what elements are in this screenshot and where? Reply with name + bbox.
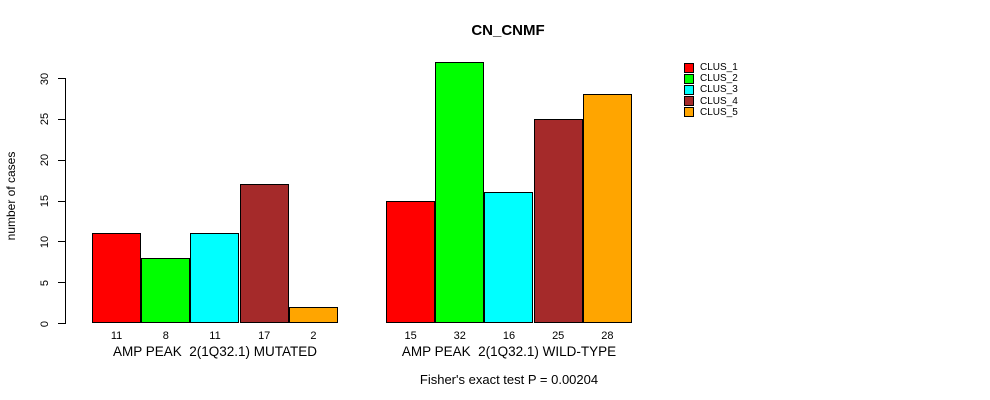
bar-value-label: 25 xyxy=(552,330,565,342)
bar-group2-clus_4 xyxy=(534,118,583,323)
legend-label: CLUS_1 xyxy=(700,62,738,73)
y-tick-label-0: 0 xyxy=(39,320,51,327)
bar-value-label: 16 xyxy=(502,330,516,342)
legend-swatch-clus_2 xyxy=(684,73,694,84)
legend-swatch-clus_1 xyxy=(684,62,694,73)
bar-group1-clus_3 xyxy=(190,233,239,323)
y-tick-label-5: 5 xyxy=(39,279,51,286)
legend-label: CLUS_4 xyxy=(700,95,738,107)
legend-item-clus_1: CLUS_1 xyxy=(684,62,738,73)
y-tick-25 xyxy=(58,118,65,120)
y-tick-10 xyxy=(58,241,65,243)
y-tick-label-25: 25 xyxy=(39,113,51,126)
bar-group2-clus_1 xyxy=(386,200,435,323)
y-tick-label-20: 20 xyxy=(39,154,51,167)
bar-value-label: 17 xyxy=(258,330,271,342)
y-axis-title: number of cases xyxy=(4,151,18,241)
legend-item-clus_5: CLUS_5 xyxy=(684,107,738,118)
legend-label: CLUS_2 xyxy=(700,73,738,85)
group-label-1: AMP PEAK 2(1Q32.1) MUTATED xyxy=(112,344,318,359)
bar-value-label: 28 xyxy=(601,330,614,342)
bar-value-label: 8 xyxy=(162,330,169,342)
legend-swatch-clus_3 xyxy=(684,84,694,95)
bar-value-label: 2 xyxy=(310,330,317,342)
y-tick-label-30: 30 xyxy=(39,72,51,85)
y-tick-label-10: 10 xyxy=(39,235,51,248)
y-tick-label-15: 15 xyxy=(39,194,51,208)
y-axis-line xyxy=(65,78,66,324)
legend-item-clus_4: CLUS_4 xyxy=(684,96,738,107)
y-tick-30 xyxy=(58,78,65,79)
bar-value-label: 11 xyxy=(110,330,123,342)
bar-group1-clus_4 xyxy=(240,184,289,323)
fisher-test-annotation: Fisher's exact test P = 0.00204 xyxy=(419,372,599,387)
legend-swatch-clus_4 xyxy=(684,96,694,107)
bar-value-label: 15 xyxy=(404,330,417,342)
y-tick-20 xyxy=(58,159,65,161)
bar-group1-clus_1 xyxy=(92,233,141,323)
bar-group1-clus_5 xyxy=(289,306,338,323)
bar-group2-clus_5 xyxy=(583,94,632,323)
bar-group2-clus_3 xyxy=(484,192,533,323)
chart-title: CN_CNMF xyxy=(471,22,545,39)
legend-item-clus_2: CLUS_2 xyxy=(684,73,738,84)
group-label-2: AMP PEAK 2(1Q32.1) WILD-TYPE xyxy=(401,344,617,359)
bar-group2-clus_2 xyxy=(435,61,484,323)
bar-value-label: 11 xyxy=(209,330,221,342)
legend-label: CLUS_5 xyxy=(700,106,738,118)
legend-item-clus_3: CLUS_3 xyxy=(684,84,738,95)
bar-value-label: 32 xyxy=(453,330,466,342)
y-tick-15 xyxy=(58,200,65,202)
y-tick-0 xyxy=(58,323,65,324)
y-tick-5 xyxy=(58,282,65,284)
legend-swatch-clus_5 xyxy=(684,107,694,118)
legend-label: CLUS_3 xyxy=(700,84,738,96)
bar-group1-clus_2 xyxy=(141,257,190,323)
